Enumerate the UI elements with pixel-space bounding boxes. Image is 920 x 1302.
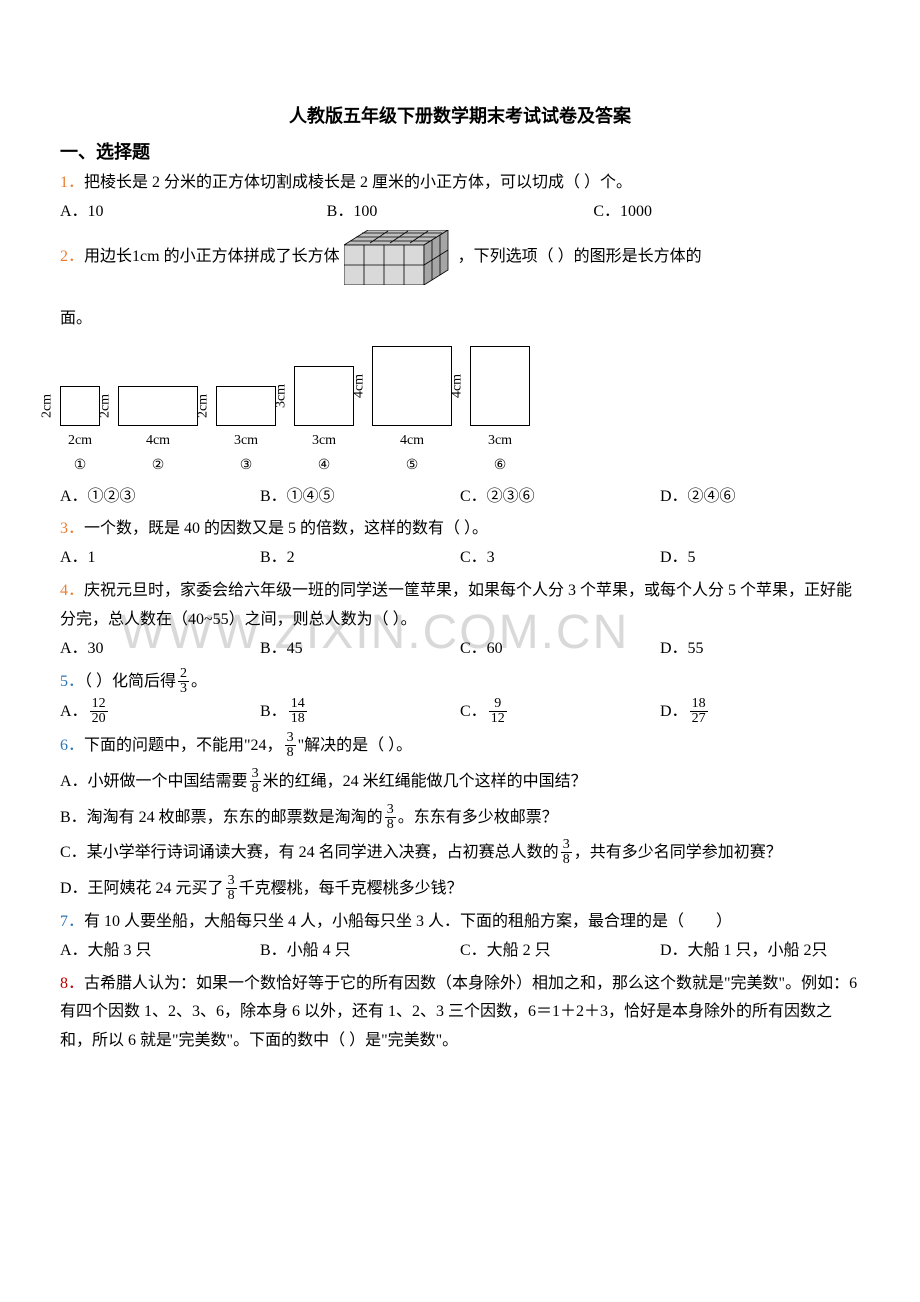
- rect-6-left: 4cm: [444, 374, 469, 398]
- q7-opt-d: D．大船 1 只，小船 2只: [660, 937, 860, 966]
- q6-opt-c: C．某小学举行诗词诵读大赛，有 24 名同学进入决赛，占初赛总人数的38，共有多…: [60, 838, 860, 868]
- question-7: 7．有 10 人要坐船，大船每只坐 4 人，小船每只坐 3 人．下面的租船方案，…: [60, 908, 860, 966]
- q2-opt-a: A．①②③: [60, 483, 260, 512]
- q6-frac: 38: [283, 731, 298, 760]
- q2-text-a: 用边长1cm 的小正方体拼成了长方体: [84, 249, 340, 266]
- rect-1-label: ①: [74, 453, 87, 478]
- q5-num: 5．: [60, 673, 84, 690]
- q1-opt-b: B．100: [327, 198, 594, 227]
- rect-5-bottom: 4cm: [400, 428, 424, 453]
- q8-text: 古希腊人认为：如果一个数恰好等于它的所有因数（本身除外）相加之和，那么这个数就是…: [60, 975, 857, 1050]
- question-2: 2．用边长1cm 的小正方体拼成了长方体 ，下列选项（ ）的图形是长方体的 面。…: [60, 230, 860, 511]
- rect-3-left: 2cm: [190, 394, 215, 418]
- rect-4-label: ④: [318, 453, 331, 478]
- rect-4-bottom: 3cm: [312, 428, 336, 453]
- q4-opt-d: D．55: [660, 635, 860, 664]
- q1-opt-c: C．1000: [593, 198, 860, 227]
- rect-3-bottom: 3cm: [234, 428, 258, 453]
- q5-text-b: 。: [191, 673, 207, 690]
- rect-2-bottom: 4cm: [146, 428, 170, 453]
- q4-opt-c: C．60: [460, 635, 660, 664]
- q6-opt-d: D．王阿姨花 24 元买了38千克樱桃，每千克樱桃多少钱？: [60, 874, 860, 904]
- rect-3: 2cm 3cm ③: [216, 386, 276, 478]
- rect-5: 4cm 4cm ⑤: [372, 346, 452, 478]
- q8-num: 8．: [60, 975, 84, 992]
- q2-opt-b: B．①④⑤: [260, 483, 460, 512]
- rect-2-label: ②: [152, 453, 165, 478]
- rect-2: 2cm 4cm ②: [118, 386, 198, 478]
- rect-1-bottom: 2cm: [68, 428, 92, 453]
- page-title: 人教版五年级下册数学期末考试试卷及答案: [60, 100, 860, 132]
- rect-6-label: ⑥: [494, 453, 507, 478]
- q2-options: A．①②③ B．①④⑤ C．②③⑥ D．②④⑥: [60, 483, 860, 512]
- q2-text-c: 面。: [60, 310, 92, 327]
- q1-options: A．10 B．100 C．1000: [60, 198, 860, 227]
- q6-opt-b: B．淘淘有 24 枚邮票，东东的邮票数是淘淘的38。东东有多少枚邮票？: [60, 803, 860, 833]
- rect-4-left: 3cm: [268, 384, 293, 408]
- q1-text: 把棱长是 2 分米的正方体切割成棱长是 2 厘米的小正方体，可以切成（ ）个。: [84, 174, 632, 191]
- q2-num: 2．: [60, 249, 84, 266]
- rect-4: 3cm 3cm ④: [294, 366, 354, 478]
- q4-options: A．30 B．45 C．60 D．55: [60, 635, 860, 664]
- q3-opt-d: D．5: [660, 544, 860, 573]
- q4-opt-b: B．45: [260, 635, 460, 664]
- q3-num: 3．: [60, 520, 84, 537]
- q4-opt-a: A．30: [60, 635, 260, 664]
- q6-text-a: 下面的问题中，不能用"24，: [84, 737, 283, 754]
- q4-num: 4．: [60, 582, 84, 599]
- q5-opt-c: C．912: [460, 697, 660, 727]
- q7-options: A．大船 3 只 B．小船 4 只 C．大船 2 只 D．大船 1 只，小船 2…: [60, 937, 860, 966]
- rect-6-bottom: 3cm: [488, 428, 512, 453]
- q3-opt-a: A．1: [60, 544, 260, 573]
- rect-5-left: 4cm: [346, 374, 371, 398]
- q2-opt-c: C．②③⑥: [460, 483, 660, 512]
- rect-2-left: 2cm: [92, 394, 117, 418]
- q2-text-b: ，下列选项（ ）的图形是长方体的: [458, 249, 702, 266]
- q3-options: A．1 B．2 C．3 D．5: [60, 544, 860, 573]
- q6-num: 6．: [60, 737, 84, 754]
- question-3: 3．一个数，既是 40 的因数又是 5 的倍数，这样的数有（ ）。 A．1 B．…: [60, 515, 860, 573]
- q6-opt-a: A．小妍做一个中国结需要38米的红绳，24 米红绳能做几个这样的中国结？: [60, 767, 860, 797]
- q5-opt-a: A．1220: [60, 697, 260, 727]
- section-header: 一、选择题: [60, 136, 860, 168]
- question-6: 6．下面的问题中，不能用"24，38"解决的是（ ）。 A．小妍做一个中国结需要…: [60, 731, 860, 904]
- q3-opt-b: B．2: [260, 544, 460, 573]
- q7-opt-a: A．大船 3 只: [60, 937, 260, 966]
- rect-1-left: 2cm: [34, 394, 59, 418]
- q7-opt-c: C．大船 2 只: [460, 937, 660, 966]
- q7-text: 有 10 人要坐船，大船每只坐 4 人，小船每只坐 3 人．下面的租船方案，最合…: [84, 913, 732, 930]
- q1-opt-a: A．10: [60, 198, 327, 227]
- rect-5-label: ⑤: [406, 453, 419, 478]
- q2-rects: 2cm 2cm ① 2cm 4cm ② 2cm 3cm ③ 3cm 3cm ④ …: [60, 346, 860, 478]
- q7-opt-b: B．小船 4 只: [260, 937, 460, 966]
- q4-text: 庆祝元旦时，家委会给六年级一班的同学送一筐苹果，如果每个人分 3 个苹果，或每个…: [60, 582, 852, 628]
- cuboid-icon: [344, 230, 454, 285]
- question-5: 5．（ ）化简后得23。 A．1220 B．1418 C．912 D．1827: [60, 667, 860, 727]
- q5-opt-d: D．1827: [660, 697, 860, 727]
- q5-options: A．1220 B．1418 C．912 D．1827: [60, 697, 860, 727]
- q5-opt-b: B．1418: [260, 697, 460, 727]
- q5-text-a: （ ）化简后得: [84, 673, 176, 690]
- question-8: 8．古希腊人认为：如果一个数恰好等于它的所有因数（本身除外）相加之和，那么这个数…: [60, 970, 860, 1056]
- q3-opt-c: C．3: [460, 544, 660, 573]
- rect-3-label: ③: [240, 453, 253, 478]
- q3-text: 一个数，既是 40 的因数又是 5 的倍数，这样的数有（ ）。: [84, 520, 488, 537]
- rect-6: 4cm 3cm ⑥: [470, 346, 530, 478]
- q6-text-b: "解决的是（ ）。: [298, 737, 413, 754]
- question-1: 1．把棱长是 2 分米的正方体切割成棱长是 2 厘米的小正方体，可以切成（ ）个…: [60, 169, 860, 227]
- question-4: 4．庆祝元旦时，家委会给六年级一班的同学送一筐苹果，如果每个人分 3 个苹果，或…: [60, 577, 860, 663]
- q5-frac: 23: [176, 667, 191, 696]
- q1-num: 1．: [60, 174, 84, 191]
- q2-opt-d: D．②④⑥: [660, 483, 860, 512]
- q7-num: 7．: [60, 913, 84, 930]
